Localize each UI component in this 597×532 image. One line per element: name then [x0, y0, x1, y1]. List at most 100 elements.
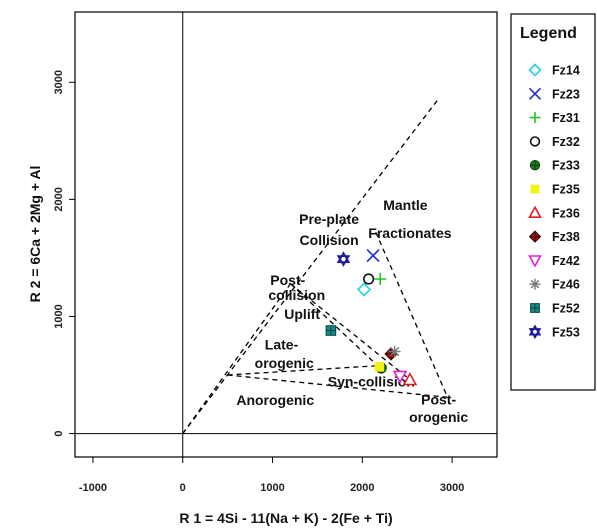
legend-marker-icon — [528, 205, 542, 218]
legend-marker-icon — [530, 184, 540, 194]
x-tick-label: 1000 — [260, 482, 284, 494]
field-boundaries — [182, 98, 449, 434]
legend-label: Fz35 — [552, 183, 580, 197]
legend-item-fz23: Fz23 — [528, 87, 580, 101]
field-boundary-line — [290, 283, 379, 367]
legend-item-fz53: Fz53 — [528, 324, 580, 340]
legend-marker-icon — [529, 112, 541, 124]
data-point-marker-inv — [336, 255, 351, 267]
legend-item-fz52: Fz52 — [530, 302, 580, 316]
data-point-fz36 — [402, 372, 418, 386]
x-tick-label: -1000 — [79, 482, 107, 494]
legend-marker-icon-cross — [529, 231, 541, 243]
field-boundary-line — [182, 98, 440, 434]
legend-marker-icon — [528, 87, 542, 100]
region-label: Pre-plate — [299, 211, 359, 227]
region-label: orogenic — [255, 355, 314, 371]
y-axis-label: R 2 = 6Ca + 2Mg + Al — [27, 166, 43, 303]
data-point-marker — [388, 345, 401, 358]
data-point-marker — [336, 251, 351, 263]
region-label: Anorogenic — [236, 392, 314, 408]
axis-ticks — [69, 81, 453, 463]
legend-title: Legend — [520, 25, 577, 42]
region-label: Fractionates — [368, 225, 451, 241]
region-label: Post- — [421, 391, 456, 407]
region-label: Uplift — [284, 306, 320, 322]
legend-marker-icon-cross — [530, 303, 540, 313]
y-tick-label: 2000 — [53, 187, 65, 211]
legend-label: Fz32 — [552, 135, 580, 149]
legend-item-fz38: Fz38 — [528, 230, 580, 244]
data-point-marker — [356, 282, 372, 297]
legend-item-fz36: Fz36 — [528, 205, 580, 220]
region-label: Mantle — [383, 197, 428, 213]
legend-item-fz14: Fz14 — [528, 63, 580, 78]
region-label: Syn-collision — [328, 374, 415, 390]
x-tick-label: 3000 — [440, 482, 464, 494]
reference-lines — [75, 12, 497, 457]
field-boundary-line — [182, 283, 292, 434]
legend-marker-icon-inv — [528, 328, 542, 340]
legend-label: Fz46 — [552, 278, 580, 292]
data-point-fz32 — [363, 273, 375, 285]
legend-items: Fz14 Fz23 Fz31 Fz32 Fz33 Fz35 Fz36 Fz38 Fz42 Fz46… — [528, 63, 580, 340]
legend-label: Fz36 — [552, 206, 580, 220]
x-tick-label: 2000 — [350, 482, 374, 494]
y-tick-label: 3000 — [53, 70, 65, 94]
legend: Legend Fz14Fz23Fz31Fz32Fz33Fz35Fz36Fz38F… — [510, 13, 596, 391]
y-tick-label: 1000 — [53, 304, 65, 328]
data-point-marker-cross — [326, 325, 336, 336]
legend-marker-icon — [528, 63, 542, 77]
region-labels: Mantle Fractionates Pre-plate Collision Post… — [236, 197, 468, 425]
legend-item-fz46: Fz46 — [529, 278, 580, 292]
region-label: Collision — [300, 232, 359, 248]
legend-label: Fz14 — [552, 64, 580, 78]
region-label: Post- — [270, 272, 305, 288]
plot-frame — [74, 11, 498, 458]
data-point-fz52 — [325, 325, 337, 336]
legend-item-fz33: Fz33 — [529, 159, 580, 173]
legend-label: Fz42 — [552, 254, 580, 268]
plot-area-border — [74, 11, 498, 458]
data-point-marker — [374, 362, 385, 372]
region-label: collision — [268, 287, 325, 303]
legend-marker-icon — [529, 136, 541, 147]
data-point-fz14 — [356, 282, 372, 297]
data-point-marker — [402, 372, 418, 386]
field-boundary-line — [227, 365, 378, 376]
legend-item-fz31: Fz31 — [529, 111, 580, 125]
tick-labels: -1000 0 1000 2000 3000 0 1000 2000 3000 — [53, 70, 464, 494]
field-boundary-line — [227, 374, 448, 398]
legend-marker-icon — [529, 278, 541, 290]
data-point-marker — [363, 273, 375, 285]
region-label: Late- — [265, 336, 299, 352]
legend-item-fz42: Fz42 — [528, 254, 580, 268]
x-tick-label: 0 — [180, 482, 186, 494]
data-point-fz42 — [392, 370, 408, 384]
data-points — [325, 249, 418, 386]
legend-label: Fz33 — [552, 159, 580, 173]
data-point-fz31 — [374, 273, 387, 285]
legend-marker-icon-cross — [530, 160, 540, 170]
x-axis-label: R 1 = 4Si - 11(Na + K) - 2(Fe + Ti) — [179, 510, 392, 526]
data-point-fz46 — [388, 345, 401, 358]
legend-label: Fz38 — [552, 230, 580, 244]
data-point-fz53 — [336, 251, 351, 267]
legend-marker-icon — [528, 324, 542, 336]
field-boundary-line — [375, 231, 449, 398]
legend-label: Fz31 — [552, 111, 580, 125]
legend-label: Fz23 — [552, 87, 580, 101]
legend-box — [510, 13, 596, 391]
data-point-fz35 — [374, 362, 385, 372]
region-label: orogenic — [409, 409, 468, 425]
data-point-fz23 — [366, 249, 380, 263]
y-tick-label: 0 — [53, 431, 65, 437]
data-point-marker — [392, 370, 408, 384]
legend-item-fz32: Fz32 — [529, 135, 580, 149]
legend-item-fz35: Fz35 — [530, 183, 580, 197]
data-point-marker — [366, 249, 380, 263]
legend-label: Fz53 — [552, 325, 580, 339]
data-point-marker — [374, 273, 387, 285]
legend-label: Fz52 — [552, 302, 580, 316]
